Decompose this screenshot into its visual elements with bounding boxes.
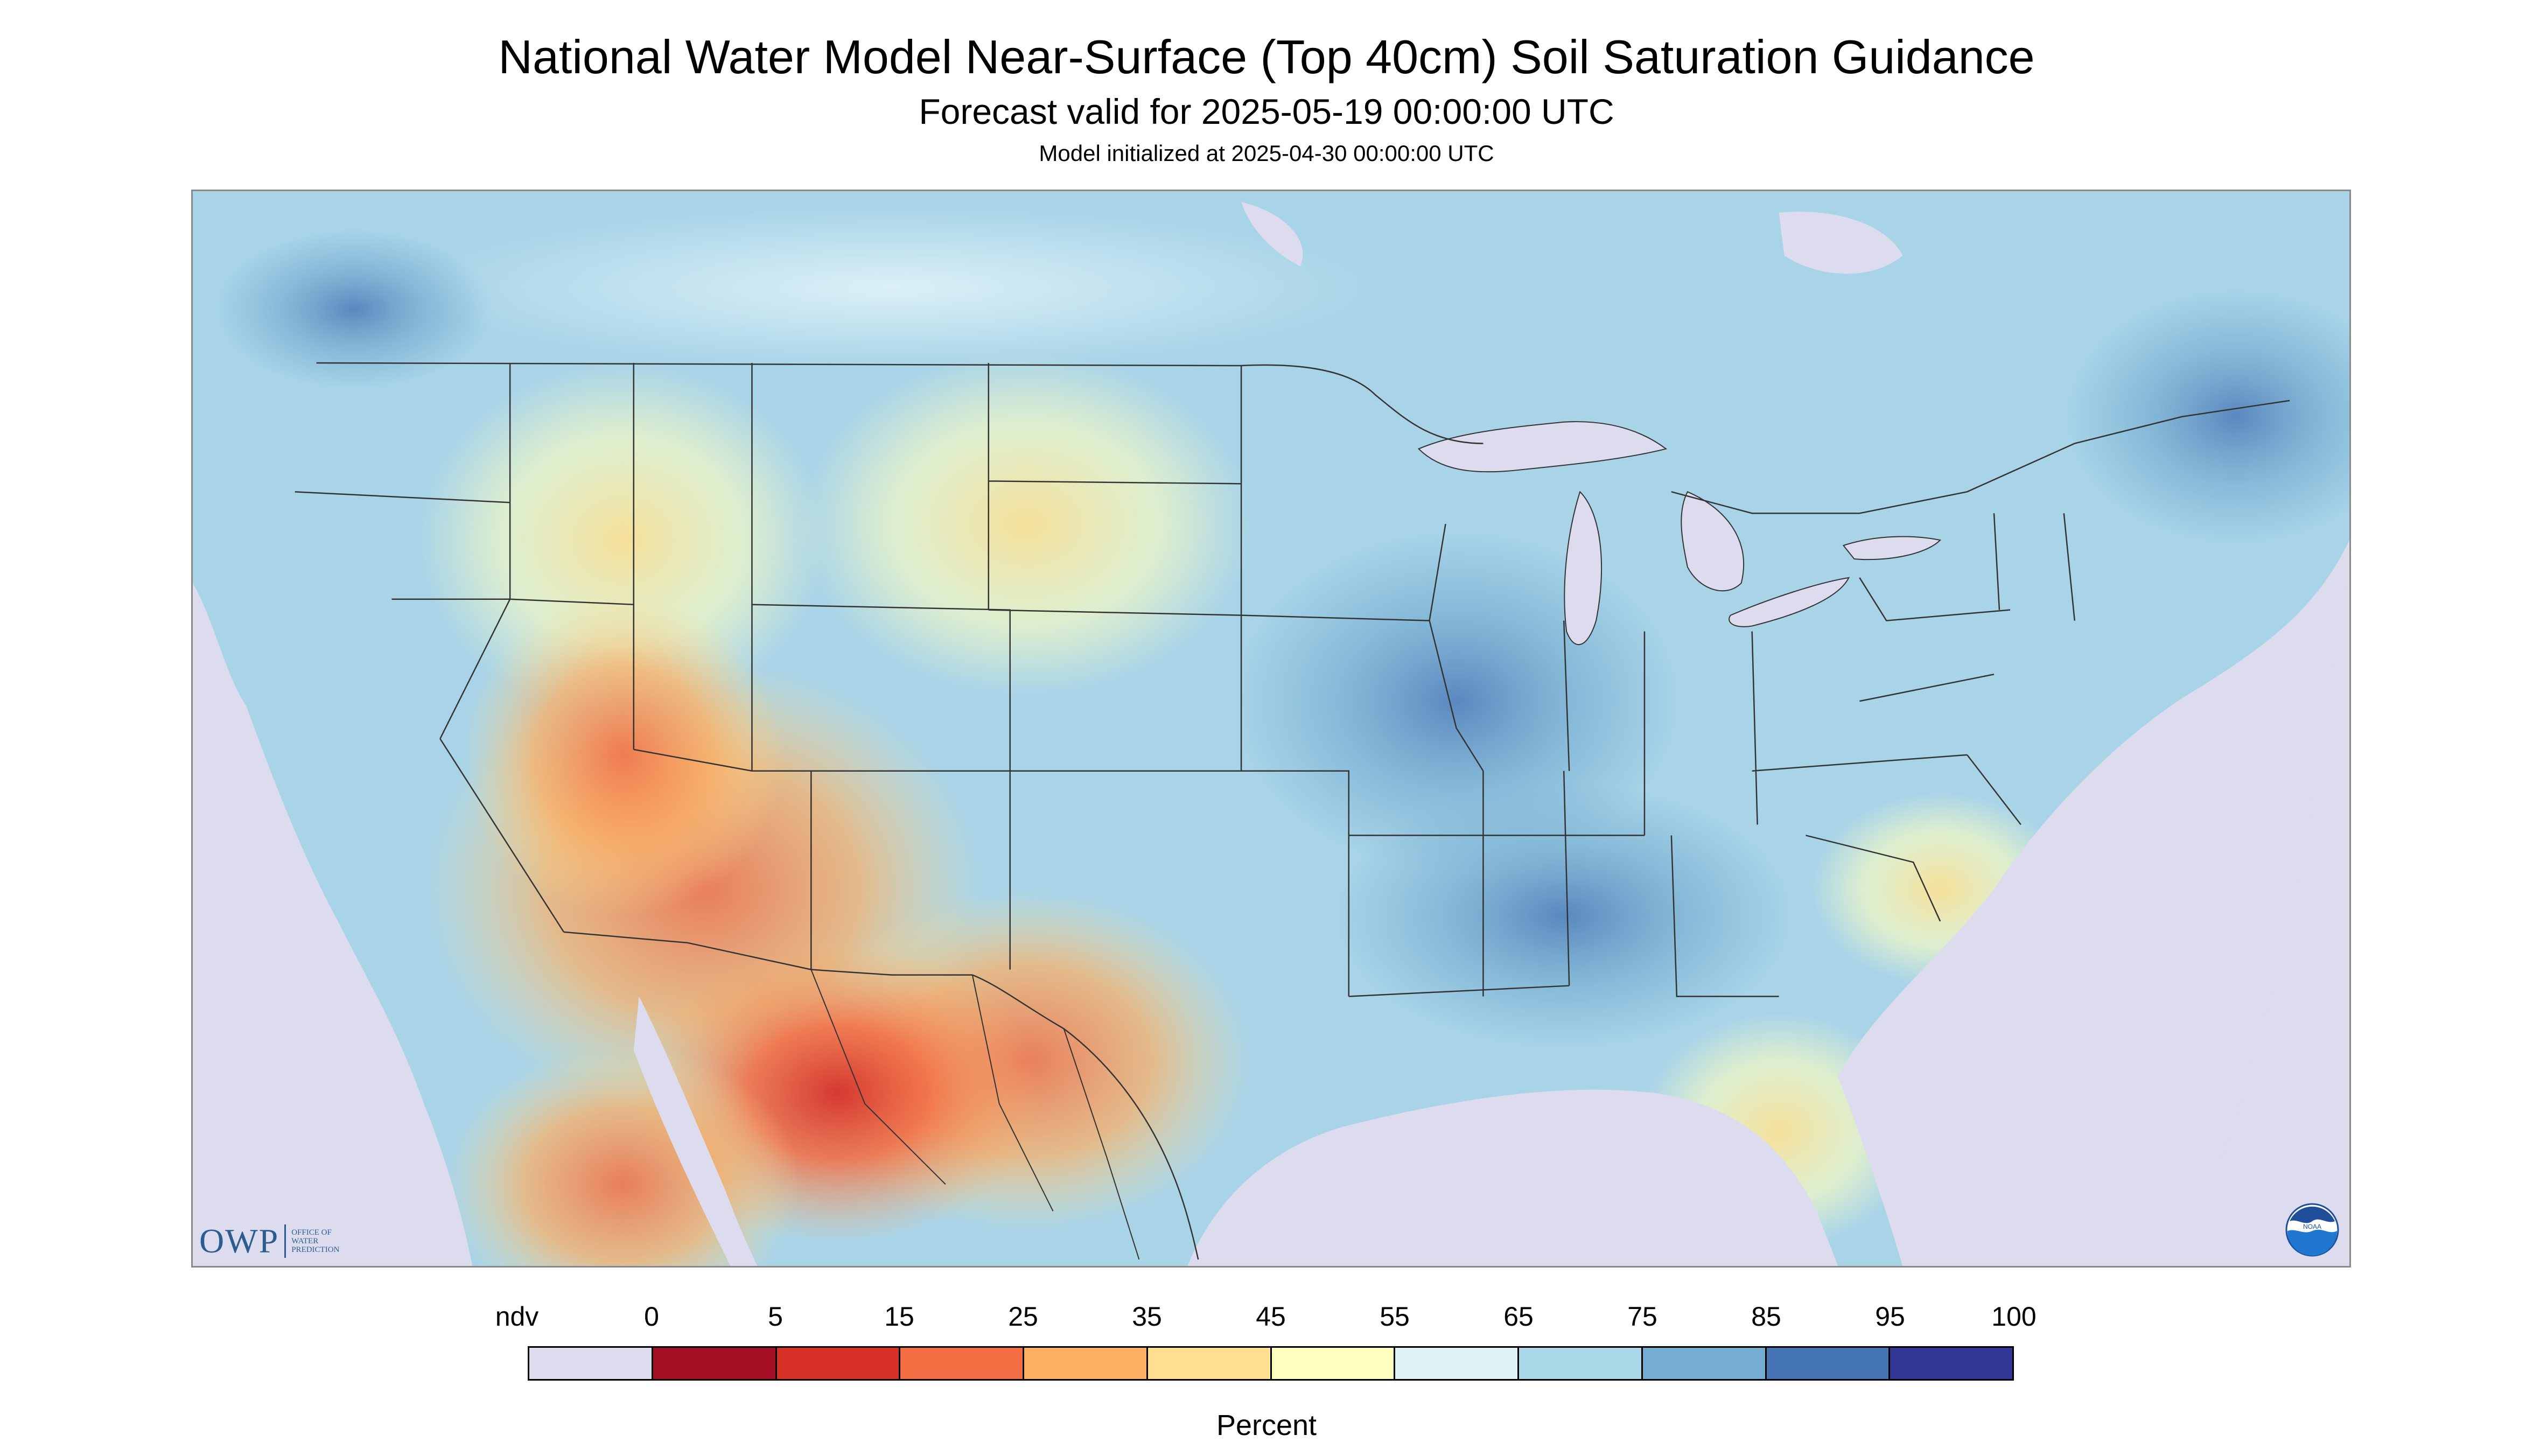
atlantic-ocean [1838,540,2349,1266]
political-boundaries [295,362,2290,1260]
owp-divider [284,1224,286,1258]
lake-ontario [1842,536,1942,561]
legend-swatch [1766,1348,1891,1379]
soil-saturation-map [193,191,2349,1266]
state-lines [295,363,2076,997]
southeast-wet-zone [1332,781,1795,1051]
baja-dry-zone [445,1045,801,1266]
legend-swatch [776,1348,901,1379]
svg-text:NOAA: NOAA [2303,1223,2321,1230]
owp-logo: OWP Office of Water Prediction [199,1222,339,1260]
owp-letters: OWP [199,1222,279,1260]
forecast-valid-line: Forecast valid for 2025-05-19 00:00:00 U… [919,92,1614,131]
legend-swatch [1024,1348,1148,1379]
legend-swatch [1519,1348,1643,1379]
color-legend: ndv 0 5 15 25 35 45 55 65 75 85 95 100 Percent [0,1303,2533,1443]
legend-swatch [1642,1348,1767,1379]
lake-winnipeg [1241,201,1303,267]
saturation-field [214,207,2349,1266]
lake-huron [1681,491,1745,592]
legend-tick-label: 45 [1256,1301,1286,1332]
owp-subtext: Office of Water Prediction [291,1228,340,1254]
map-frame [191,190,2351,1268]
gulf-of-california [633,996,758,1266]
gulf-of-mexico [1187,1089,1838,1266]
us-canada-border [316,362,2290,514]
canada-wet-zone-west [214,228,494,390]
canada-pale-zone [408,207,1376,369]
legend-tick-label: 25 [1008,1301,1038,1332]
pacific-ocean [193,583,473,1266]
mexico-state-lines [810,969,1140,1260]
legend-tick-label: 75 [1627,1301,1657,1332]
legend-tick-label: 95 [1875,1301,1905,1332]
legend-tick-label: ndv [495,1301,539,1332]
canada-wet-zone-east [2063,288,2349,546]
legend-tick-label: 35 [1132,1301,1162,1332]
title-block: National Water Model Near-Surface (Top 4… [0,33,2533,165]
legend-swatch [1147,1348,1272,1379]
legend-tick-label: 5 [768,1301,783,1332]
legend-tick-label: 65 [1503,1301,1534,1332]
legend-swatch [529,1348,653,1379]
lake-michigan [1564,491,1603,646]
lake-superior [1417,421,1668,473]
legend-swatch [1395,1348,1519,1379]
legend-unit-label: Percent [1216,1409,1317,1441]
northwest-yellow-zone [418,363,828,718]
legend-tick-label: 55 [1380,1301,1410,1332]
northern-plains-yellow-zone [800,352,1252,696]
legend-tick-label: 0 [644,1301,659,1332]
model-initialized-line: Model initialized at 2025-04-30 00:00:00… [1039,141,1494,166]
legend-swatch [900,1348,1024,1379]
legend-swatch [653,1348,777,1379]
legend-tick-label: 85 [1751,1301,1781,1332]
legend-swatch [1271,1348,1396,1379]
noaa-logo-icon: NOAA [2285,1203,2339,1257]
legend-tick-label: 15 [884,1301,914,1332]
great-basin-dry-zone [461,593,785,916]
hudson-bay-region [1779,211,1903,274]
legend-swatch [1890,1348,2012,1379]
map-title: National Water Model Near-Surface (Top 4… [498,30,2035,83]
legend-color-bar [528,1346,2014,1381]
legend-tick-label: 100 [1991,1301,2037,1332]
us-mexico-border [563,931,1199,1260]
lake-erie [1729,577,1850,627]
